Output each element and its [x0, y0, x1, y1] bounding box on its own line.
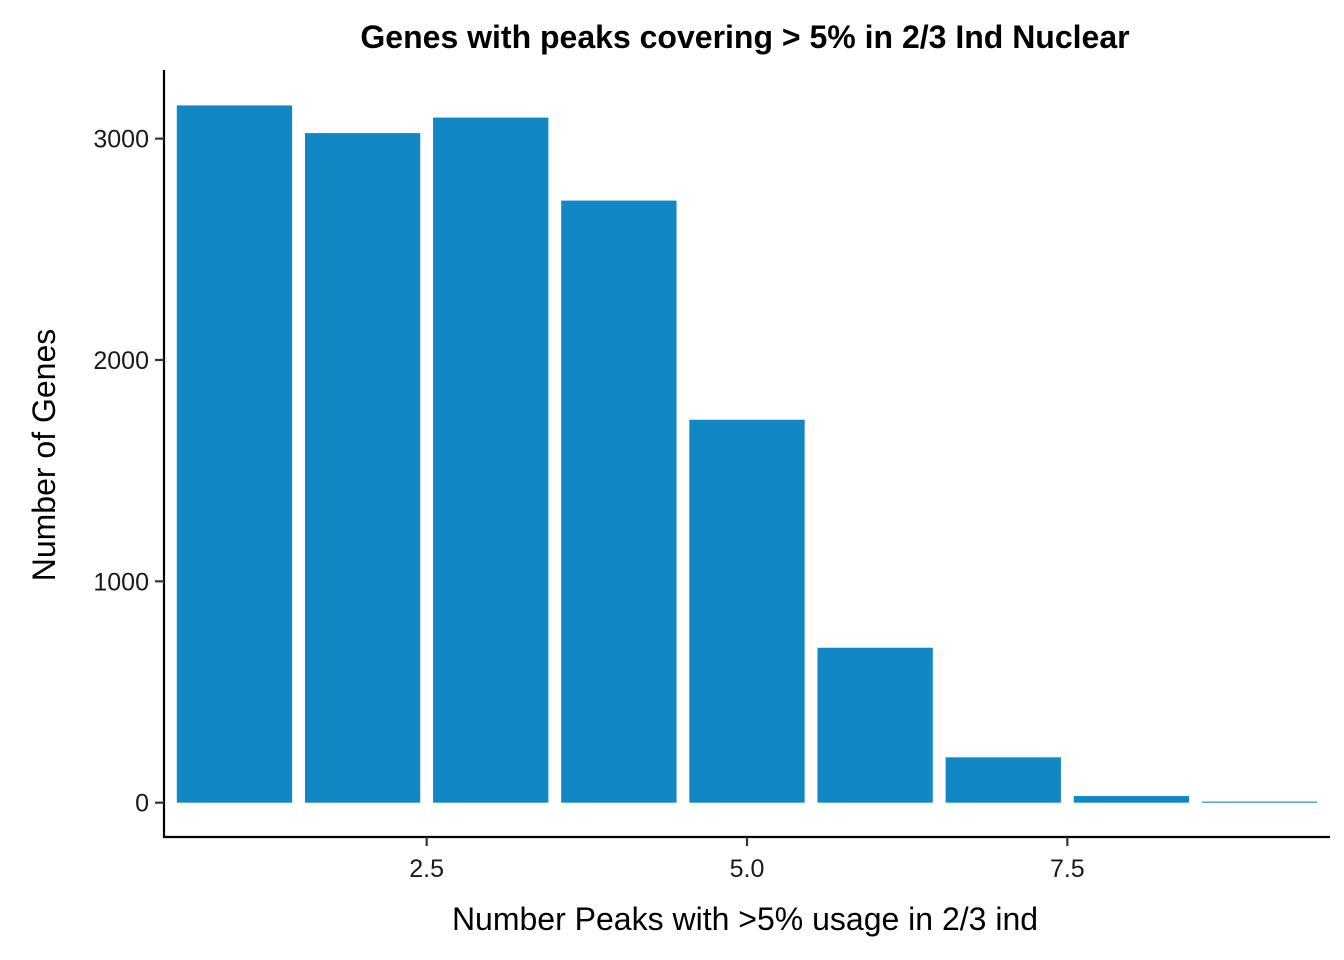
- y-ticks-group: 0 1000 2000 3000: [93, 126, 164, 818]
- chart-title: Genes with peaks covering > 5% in 2/3 In…: [360, 19, 1129, 55]
- bar-8: [1073, 796, 1190, 803]
- y-tick-label: 1000: [93, 568, 149, 596]
- x-tick-label: 7.5: [1050, 855, 1085, 883]
- bar-4: [561, 200, 677, 803]
- x-tick-label: 5.0: [730, 855, 765, 883]
- bar-2: [304, 133, 421, 803]
- x-ticks-group: 2.5 5.0 7.5: [409, 837, 1085, 883]
- bar-6: [817, 647, 933, 803]
- bar-3: [433, 117, 549, 803]
- x-axis-title: Number Peaks with >5% usage in 2/3 ind: [452, 901, 1038, 937]
- bars-group: [176, 105, 1318, 803]
- y-axis-title: Number of Genes: [26, 329, 62, 582]
- bar-7: [945, 757, 1061, 803]
- y-tick-label: 0: [135, 790, 149, 818]
- bar-1: [176, 105, 293, 803]
- y-tick-label: 3000: [93, 126, 149, 154]
- y-tick-label: 2000: [93, 347, 149, 375]
- bar-9: [1201, 801, 1318, 803]
- bar-5: [689, 419, 805, 803]
- x-tick-label: 2.5: [409, 855, 444, 883]
